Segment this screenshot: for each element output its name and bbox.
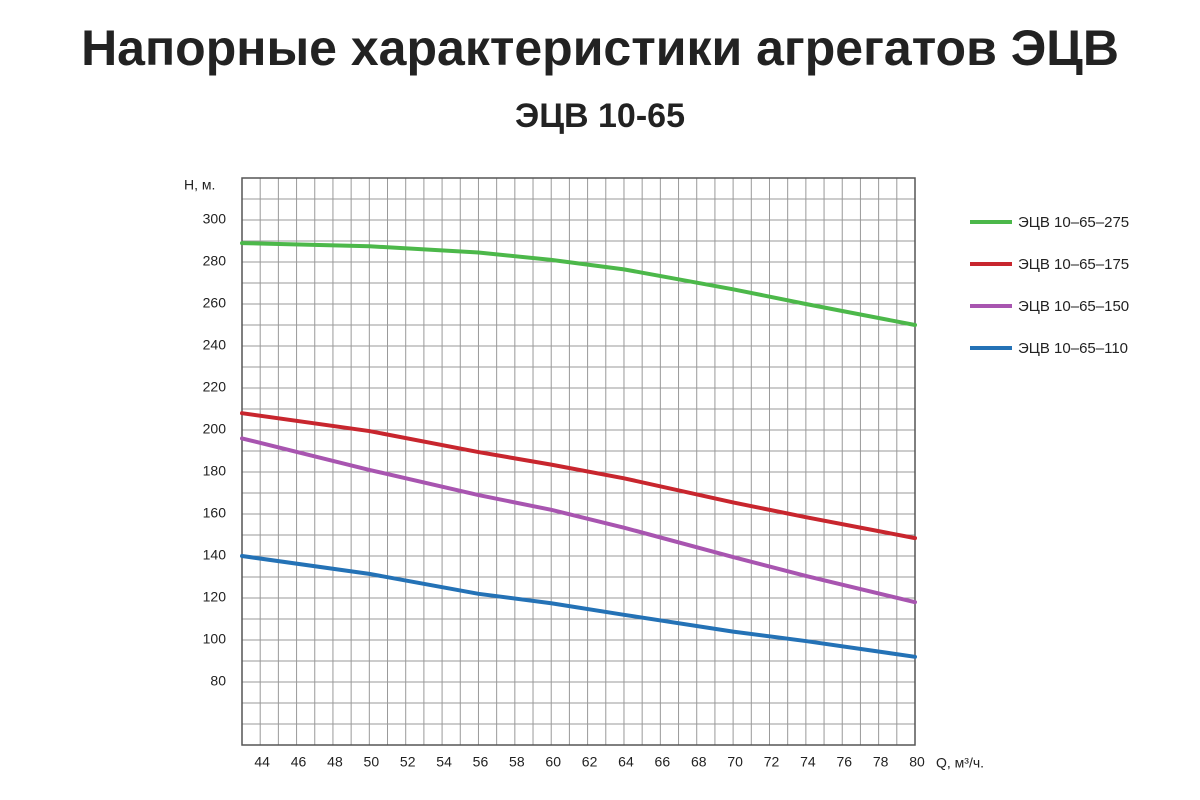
x-tick-label: 66 bbox=[655, 754, 671, 770]
x-tick-label: 54 bbox=[436, 754, 452, 770]
x-tick-label: 72 bbox=[764, 754, 780, 770]
legend-label: ЭЦВ 10–65–275 bbox=[1018, 214, 1129, 231]
series-line bbox=[240, 411, 917, 541]
plot-frame bbox=[241, 177, 916, 746]
series-line bbox=[240, 554, 917, 659]
x-tick-label: 80 bbox=[909, 754, 925, 770]
x-tick-label: 64 bbox=[618, 754, 634, 770]
x-tick-label: 68 bbox=[691, 754, 707, 770]
y-tick-label: 100 bbox=[203, 631, 227, 647]
y-tick-label: 180 bbox=[203, 463, 227, 479]
y-tick-label: 220 bbox=[203, 379, 227, 395]
series-line bbox=[240, 436, 917, 605]
x-tick-label: 74 bbox=[800, 754, 816, 770]
y-tick-label: 260 bbox=[203, 295, 227, 311]
legend-label: ЭЦВ 10–65–175 bbox=[1018, 256, 1129, 273]
legend-label: ЭЦВ 10–65–110 bbox=[1018, 340, 1128, 357]
y-axis-label: H, м. bbox=[184, 177, 215, 193]
chart-title: Напорные характеристики агрегатов ЭЦВ bbox=[81, 20, 1119, 76]
x-tick-label: 58 bbox=[509, 754, 525, 770]
y-tick-label: 280 bbox=[203, 253, 227, 269]
x-tick-label: 76 bbox=[836, 754, 852, 770]
x-tick-label: 62 bbox=[582, 754, 598, 770]
x-tick-label: 50 bbox=[364, 754, 380, 770]
y-tick-label: 120 bbox=[203, 589, 227, 605]
chart-subtitle: ЭЦВ 10-65 bbox=[515, 97, 685, 135]
x-tick-label: 44 bbox=[254, 754, 270, 770]
x-tick-label: 70 bbox=[727, 754, 743, 770]
y-tick-label: 160 bbox=[203, 505, 227, 521]
x-axis-label: Q, м³/ч. bbox=[936, 755, 984, 771]
x-tick-label: 48 bbox=[327, 754, 343, 770]
x-tick-label: 46 bbox=[291, 754, 307, 770]
series-line bbox=[240, 241, 917, 327]
x-tick-label: 78 bbox=[873, 754, 889, 770]
x-tick-label: 60 bbox=[545, 754, 561, 770]
x-tick-label: 52 bbox=[400, 754, 416, 770]
y-tick-label: 200 bbox=[203, 421, 227, 437]
y-tick-label: 80 bbox=[210, 673, 226, 689]
legend-label: ЭЦВ 10–65–150 bbox=[1018, 298, 1129, 315]
y-tick-label: 240 bbox=[203, 337, 227, 353]
x-tick-label: 56 bbox=[473, 754, 489, 770]
y-tick-label: 300 bbox=[203, 211, 227, 227]
y-tick-label: 140 bbox=[203, 547, 227, 563]
